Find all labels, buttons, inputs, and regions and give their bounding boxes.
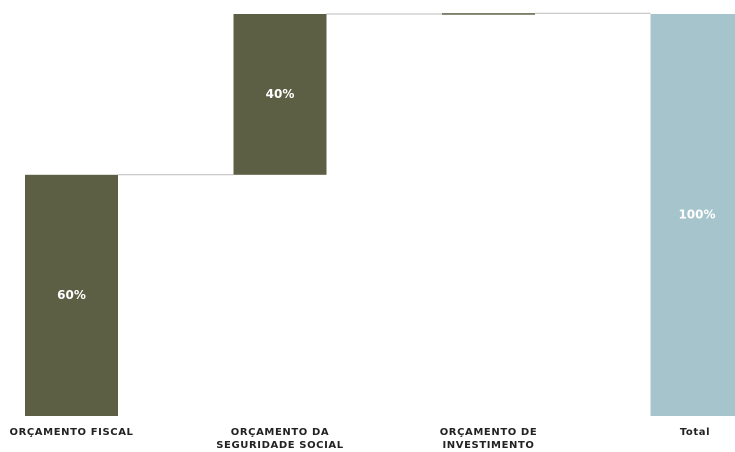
bar	[233, 14, 327, 175]
x-tick-label: ORÇAMENTO FISCAL	[9, 427, 134, 438]
data-label: 60%	[57, 288, 86, 302]
data-label: 100%	[678, 208, 715, 222]
bar	[650, 14, 735, 416]
bar	[442, 13, 535, 15]
x-tick-label: ORÇAMENTO DA SEGURIDADE SOCIAL	[216, 427, 344, 451]
x-tick-label: ORÇAMENTO DE INVESTIMENTO	[439, 427, 538, 451]
data-label: 40%	[266, 87, 295, 101]
x-tick-label: Total	[679, 427, 711, 438]
bar	[25, 174, 118, 416]
